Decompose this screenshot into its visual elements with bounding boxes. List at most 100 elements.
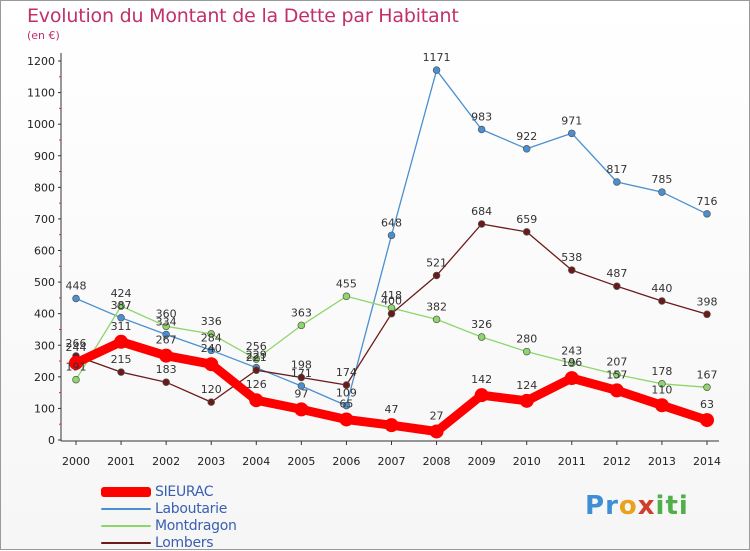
x-tick-label: 2003 (197, 455, 225, 468)
x-tick-label: 2010 (513, 455, 541, 468)
data-point-lombers (207, 398, 215, 406)
data-label-laboutarie: 334 (156, 316, 177, 329)
data-point-montdragon (342, 292, 351, 301)
data-point-montdragon (117, 302, 125, 310)
legend-swatch (101, 486, 151, 497)
logo-letter: o (618, 491, 638, 521)
data-label-sieurac: 97 (294, 387, 308, 400)
data-label-laboutarie: 229 (246, 349, 267, 362)
legend-item-sieurac: SIEURAC (101, 483, 237, 500)
data-label-lombers: 487 (606, 267, 627, 280)
data-point-sieurac (249, 393, 264, 408)
data-label-lombers: 198 (291, 358, 312, 371)
legend: SIEURAC Laboutarie Montdragon Lombers (101, 483, 237, 551)
legend-item-laboutarie: Laboutarie (101, 500, 237, 517)
data-point-lombers (703, 310, 711, 319)
y-tick-label: 500 (34, 276, 55, 289)
data-point-laboutarie (432, 66, 441, 74)
data-point-montdragon (72, 375, 80, 384)
data-point-laboutarie (477, 125, 486, 134)
data-point-laboutarie (568, 129, 576, 138)
data-label-laboutarie: 648 (381, 216, 402, 229)
data-label-lombers: 266 (66, 337, 87, 350)
x-tick-label: 2002 (152, 455, 180, 468)
data-label-laboutarie: 922 (516, 130, 537, 143)
data-label-sieurac: 196 (561, 356, 582, 369)
data-point-sieurac (204, 357, 219, 372)
data-point-montdragon (568, 359, 576, 368)
data-label-montdragon: 424 (111, 287, 132, 300)
data-point-laboutarie (703, 210, 711, 218)
data-point-lombers (387, 309, 396, 318)
y-tick-label: 600 (34, 245, 55, 258)
data-label-sieurac: 240 (201, 342, 222, 355)
data-label-montdragon: 280 (516, 333, 537, 346)
data-point-montdragon (207, 330, 215, 338)
data-point-sieurac (429, 424, 444, 439)
legend-swatch (101, 541, 151, 544)
data-point-lombers (522, 228, 531, 236)
y-tick-label: 1100 (27, 87, 55, 100)
data-label-lombers: 398 (697, 295, 718, 308)
data-point-sieurac (474, 388, 489, 403)
data-point-sieurac (339, 412, 354, 427)
data-point-laboutarie (72, 294, 80, 303)
data-point-laboutarie (207, 346, 215, 355)
data-label-laboutarie: 448 (66, 280, 87, 293)
data-label-sieurac: 124 (516, 379, 537, 392)
data-labels: 448 387 334 284 229 171 109 648 1171 983 922 971 817… (66, 51, 718, 422)
legend-label: Montdragon (155, 517, 237, 534)
legend-item-lombers: Lombers (101, 534, 237, 551)
y-tick-label: 1200 (27, 55, 55, 68)
data-label-sieurac: 65 (339, 397, 353, 410)
y-tick-label: 800 (34, 181, 55, 194)
data-label-laboutarie: 171 (291, 367, 312, 380)
data-label-montdragon: 191 (66, 361, 87, 374)
data-point-laboutarie (297, 382, 306, 390)
x-tick-label: 2001 (107, 455, 135, 468)
x-tick-label: 2000 (62, 455, 90, 468)
data-point-sieurac (114, 334, 129, 349)
data-label-montdragon: 326 (471, 318, 492, 331)
data-point-lombers (613, 282, 621, 290)
y-tick-label: 300 (34, 339, 55, 352)
x-tick-label: 2006 (332, 455, 360, 468)
x-tick-label: 2007 (378, 455, 406, 468)
data-label-montdragon: 256 (246, 340, 267, 353)
data-point-sieurac (609, 383, 624, 398)
legend-label: SIEURAC (155, 483, 214, 500)
data-point-lombers (117, 368, 125, 376)
x-tick-label: 2009 (468, 455, 496, 468)
data-point-sieurac (700, 413, 714, 428)
data-point-sieurac (69, 355, 83, 370)
data-point-lombers (297, 373, 306, 382)
y-tick-label: 400 (34, 308, 55, 321)
logo-letter: x (637, 491, 656, 521)
data-point-lombers (477, 220, 486, 228)
data-point-lombers (658, 297, 666, 305)
legend-label: Lombers (155, 534, 214, 551)
data-point-lombers (432, 271, 441, 280)
data-point-laboutarie (522, 145, 531, 153)
data-point-lombers (162, 378, 170, 386)
logo-letter: t (665, 491, 679, 521)
legend-swatch (101, 507, 151, 510)
series-lines (69, 66, 714, 439)
data-point-laboutarie (658, 188, 666, 196)
x-tick-label: 2013 (648, 455, 676, 468)
data-label-laboutarie: 971 (561, 114, 582, 127)
data-label-sieurac: 126 (246, 378, 267, 391)
data-label-laboutarie: 109 (336, 387, 357, 400)
data-label-laboutarie: 387 (111, 299, 132, 312)
data-label-laboutarie: 817 (606, 163, 627, 176)
data-label-lombers: 221 (246, 351, 267, 364)
data-point-sieurac (384, 418, 399, 433)
data-label-sieurac: 157 (606, 368, 627, 381)
data-point-montdragon (297, 321, 306, 330)
data-point-sieurac (159, 348, 174, 363)
legend-item-montdragon: Montdragon (101, 517, 237, 534)
data-label-montdragon: 207 (606, 356, 627, 369)
proxiti-logo: Proxiti (585, 491, 689, 521)
data-point-montdragon (162, 322, 170, 331)
